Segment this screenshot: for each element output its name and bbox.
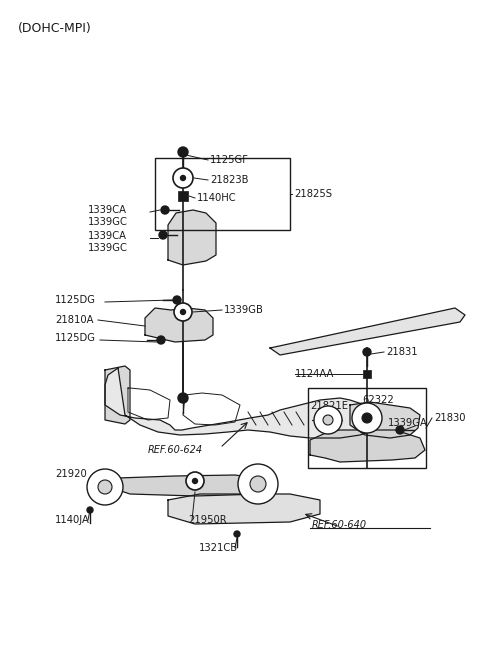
Text: 1140JA: 1140JA	[55, 515, 90, 525]
Circle shape	[157, 336, 165, 344]
Text: (DOHC-MPI): (DOHC-MPI)	[18, 22, 92, 35]
Text: 21830: 21830	[434, 413, 466, 423]
Polygon shape	[168, 494, 320, 524]
Circle shape	[234, 531, 240, 537]
Text: 1339GC: 1339GC	[88, 217, 128, 227]
Polygon shape	[128, 388, 170, 420]
Text: 1339GB: 1339GB	[224, 305, 264, 315]
Circle shape	[173, 168, 193, 188]
Text: 21825S: 21825S	[294, 189, 332, 199]
Circle shape	[174, 303, 192, 321]
Circle shape	[238, 464, 278, 504]
Text: 1125DG: 1125DG	[55, 333, 96, 343]
Polygon shape	[98, 475, 268, 496]
Circle shape	[192, 478, 197, 483]
Circle shape	[396, 426, 404, 434]
Circle shape	[159, 231, 167, 239]
Circle shape	[178, 147, 188, 157]
Text: 21821E: 21821E	[310, 401, 348, 411]
Polygon shape	[350, 402, 420, 438]
Circle shape	[323, 415, 333, 425]
Polygon shape	[168, 210, 216, 265]
Circle shape	[180, 176, 185, 180]
Polygon shape	[105, 368, 380, 438]
Polygon shape	[270, 308, 465, 355]
Circle shape	[180, 310, 185, 314]
Text: 21810A: 21810A	[55, 315, 94, 325]
Text: 21950R: 21950R	[188, 515, 227, 525]
Text: 1125DG: 1125DG	[55, 295, 96, 305]
Circle shape	[178, 393, 188, 403]
Bar	[308, 388, 426, 468]
Circle shape	[186, 472, 204, 490]
Circle shape	[362, 413, 372, 423]
Bar	[363, 370, 371, 378]
Polygon shape	[145, 308, 213, 342]
Text: 1124AA: 1124AA	[295, 369, 335, 379]
Text: 21831: 21831	[386, 347, 418, 357]
Circle shape	[173, 296, 181, 304]
Text: 1339GC: 1339GC	[88, 243, 128, 253]
Text: 1339CA: 1339CA	[88, 231, 127, 241]
Text: 1125GF: 1125GF	[210, 155, 249, 165]
Text: 62322: 62322	[362, 395, 394, 405]
Text: 1339GA: 1339GA	[388, 418, 428, 428]
Text: 1140HC: 1140HC	[197, 193, 237, 203]
Polygon shape	[310, 430, 425, 462]
Text: 1339CA: 1339CA	[88, 205, 127, 215]
Text: 21920: 21920	[55, 469, 87, 479]
Text: REF.60-624: REF.60-624	[148, 445, 203, 455]
Circle shape	[363, 348, 371, 356]
Circle shape	[314, 406, 342, 434]
Bar	[178, 191, 188, 201]
Polygon shape	[105, 366, 130, 424]
Circle shape	[161, 206, 169, 214]
Bar	[155, 158, 290, 230]
Circle shape	[250, 476, 266, 492]
Polygon shape	[183, 393, 240, 425]
Text: REF.60-640: REF.60-640	[312, 520, 367, 530]
Circle shape	[87, 507, 93, 513]
Text: 21823B: 21823B	[210, 175, 249, 185]
Circle shape	[352, 403, 382, 433]
Text: 1321CB: 1321CB	[198, 543, 238, 553]
Circle shape	[98, 480, 112, 494]
Circle shape	[87, 469, 123, 505]
